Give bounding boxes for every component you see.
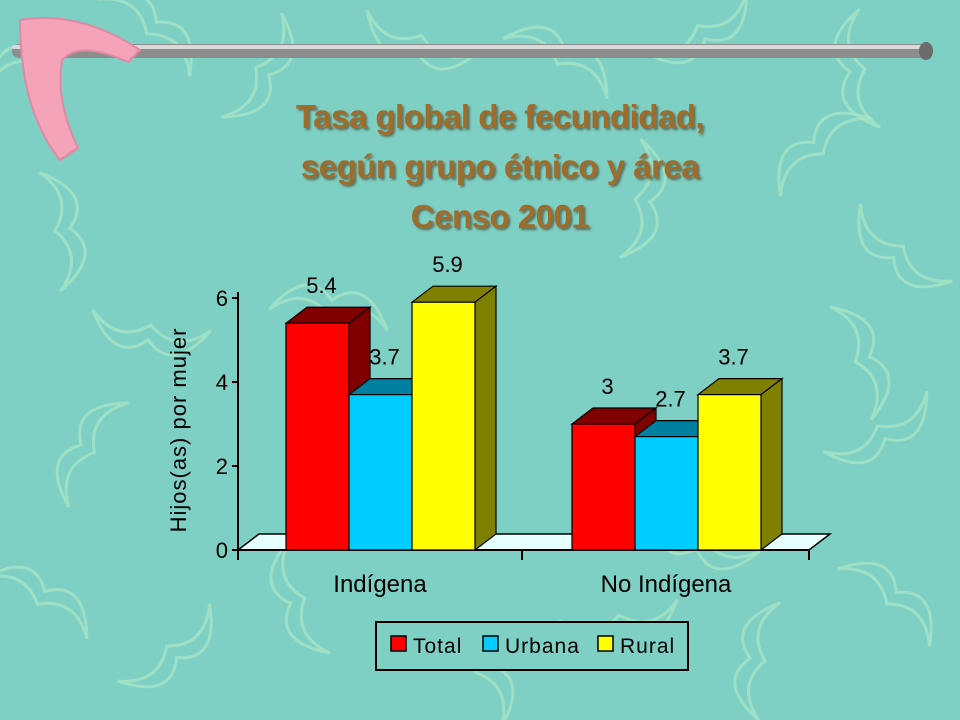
background-swirl [0,565,89,640]
background-swirl [837,561,933,647]
y-tick-label: 2 [216,454,228,479]
background-swirl [117,603,213,689]
chart-title: Tasa global de fecundidad, según grupo é… [200,92,800,242]
data-label: 5.9 [432,252,463,277]
bar-rural-0 [410,284,498,552]
legend-swatch-total [390,635,407,652]
y-axis-label: Hijos(as) por mujer [166,328,191,533]
background-swirl [618,138,667,259]
background-swirl [55,401,130,508]
bar-front-face [348,394,413,551]
bar-front-face [571,423,636,551]
y-tick-label: 0 [216,538,228,563]
title-line-3: Censo 2001 [410,198,590,235]
data-label: 3 [601,374,613,399]
data-label: 2.7 [655,387,686,412]
data-label: 3.7 [718,345,749,370]
bar-side-face [760,377,783,552]
x-category-label: Indígena [333,571,427,598]
background-swirl [833,8,882,129]
background-swirl [857,203,953,289]
background-swirl [777,111,873,197]
background-swirl [38,171,87,292]
pink-boomerang-decoration [18,17,142,162]
background-swirl [91,308,212,357]
y-tick-label: 4 [216,370,228,395]
data-label: 3.7 [369,345,400,370]
bar-front-face [697,394,762,551]
title-line-2: según grupo étnico y área [300,148,700,185]
background-swirl [822,390,929,465]
legend-label-total: Total [413,635,462,658]
data-label: 5.4 [306,273,337,298]
background-swirl [733,601,782,720]
title-line-1: Tasa global de fecundidad, [295,98,705,135]
background-swirl [829,305,891,421]
legend-swatch-urbana [482,635,499,652]
x-category-label: No Indígena [601,571,732,598]
legend-label-urbana: Urbana [505,635,580,658]
background-swirl [268,283,389,332]
bar-rural-1 [696,377,784,552]
legend: Total Urbana Rural [375,621,689,671]
legend-swatch-rural [597,635,614,652]
bar-front-face [411,301,476,551]
background-swirl [97,0,193,77]
bar-side-face [474,284,497,552]
y-tick-label: 6 [216,286,228,311]
decorative-rod-highlight [12,45,928,49]
legend-box [375,621,689,671]
legend-label-rural: Rural [620,635,675,658]
decorative-rod-cap [919,42,933,60]
background-swirl [220,12,295,119]
bar-front-face [285,322,350,551]
bar-front-face [634,436,699,551]
